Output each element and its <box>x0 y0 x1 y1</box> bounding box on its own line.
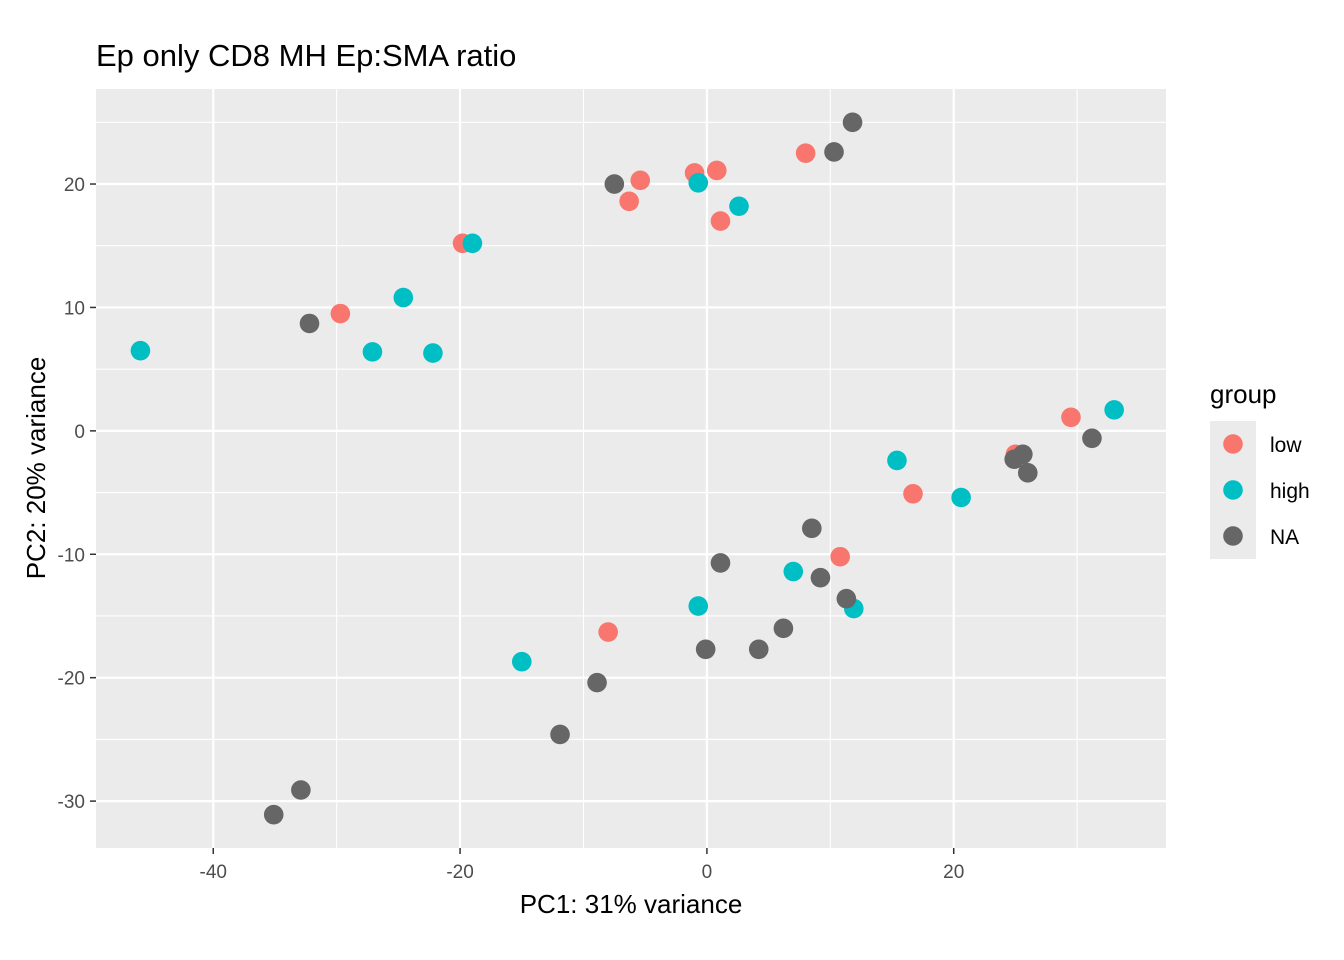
y-tick-label: 0 <box>74 422 85 443</box>
legend-label-low: low <box>1270 434 1302 457</box>
plot-panel <box>96 89 1166 848</box>
data-point-high <box>951 487 971 508</box>
y-axis-ticks: -30 -20 -10 0 10 20 <box>58 175 96 813</box>
data-point-na <box>1013 444 1033 465</box>
legend-label-na: NA <box>1270 526 1299 549</box>
data-point-na <box>802 518 822 539</box>
data-point-low <box>830 546 850 567</box>
x-tick-label: -20 <box>446 862 473 883</box>
data-point-na <box>291 780 311 800</box>
data-point-na <box>710 553 731 573</box>
legend-key-na <box>1223 526 1243 546</box>
data-point-na <box>773 618 794 639</box>
data-point-na <box>263 804 284 825</box>
data-point-high <box>688 172 709 193</box>
y-axis-title: PC2: 20% variance <box>21 357 51 580</box>
data-point-na <box>299 313 320 334</box>
legend: group low high NA <box>1210 379 1310 559</box>
data-point-na <box>810 567 831 588</box>
data-point-high <box>462 233 483 254</box>
data-point-low <box>795 143 816 163</box>
data-point-low <box>1061 407 1081 428</box>
data-point-high <box>362 342 383 362</box>
data-point-high <box>130 340 151 361</box>
data-point-low <box>903 484 923 504</box>
y-tick-label: -30 <box>58 792 85 813</box>
data-point-high <box>1104 400 1124 420</box>
y-tick-label: -10 <box>58 545 85 566</box>
legend-key-high <box>1223 480 1243 500</box>
y-tick-label: 10 <box>64 298 85 319</box>
y-tick-label: -20 <box>58 669 85 690</box>
legend-key-low <box>1223 434 1243 454</box>
data-point-na <box>748 639 769 660</box>
data-point-high <box>393 287 414 308</box>
grid-lines <box>96 89 1166 848</box>
chart-title: Ep only CD8 MH Ep:SMA ratio <box>96 38 516 73</box>
data-point-high <box>423 343 443 363</box>
legend-label-high: high <box>1270 480 1310 503</box>
x-tick-label: 0 <box>702 862 713 883</box>
data-point-na <box>604 174 625 194</box>
data-point-high <box>688 596 709 616</box>
x-tick-label: 20 <box>943 862 964 883</box>
legend-items: low high NA <box>1210 421 1310 559</box>
data-point-low <box>330 303 351 324</box>
data-point-low <box>710 211 731 231</box>
data-point-na <box>836 588 857 609</box>
data-point-low <box>598 622 618 642</box>
y-tick-label: 20 <box>64 175 85 196</box>
data-point-na <box>842 112 863 133</box>
data-point-high <box>887 450 907 471</box>
x-axis-title: PC1: 31% variance <box>520 889 743 919</box>
data-point-low <box>706 160 727 181</box>
x-axis-ticks: -40 -20 0 20 <box>200 848 964 883</box>
legend-title: group <box>1210 379 1277 409</box>
data-point-low <box>630 170 651 191</box>
data-points <box>130 112 1124 825</box>
data-point-na <box>550 724 570 745</box>
data-point-na <box>695 639 716 660</box>
data-point-low <box>619 191 639 212</box>
data-point-na <box>1017 463 1038 483</box>
data-point-na <box>1082 428 1102 449</box>
data-point-na <box>824 142 844 162</box>
data-point-high <box>783 561 804 582</box>
data-point-high <box>511 651 532 672</box>
data-point-high <box>729 196 749 217</box>
x-tick-label: -40 <box>200 862 227 883</box>
data-point-na <box>587 672 607 693</box>
